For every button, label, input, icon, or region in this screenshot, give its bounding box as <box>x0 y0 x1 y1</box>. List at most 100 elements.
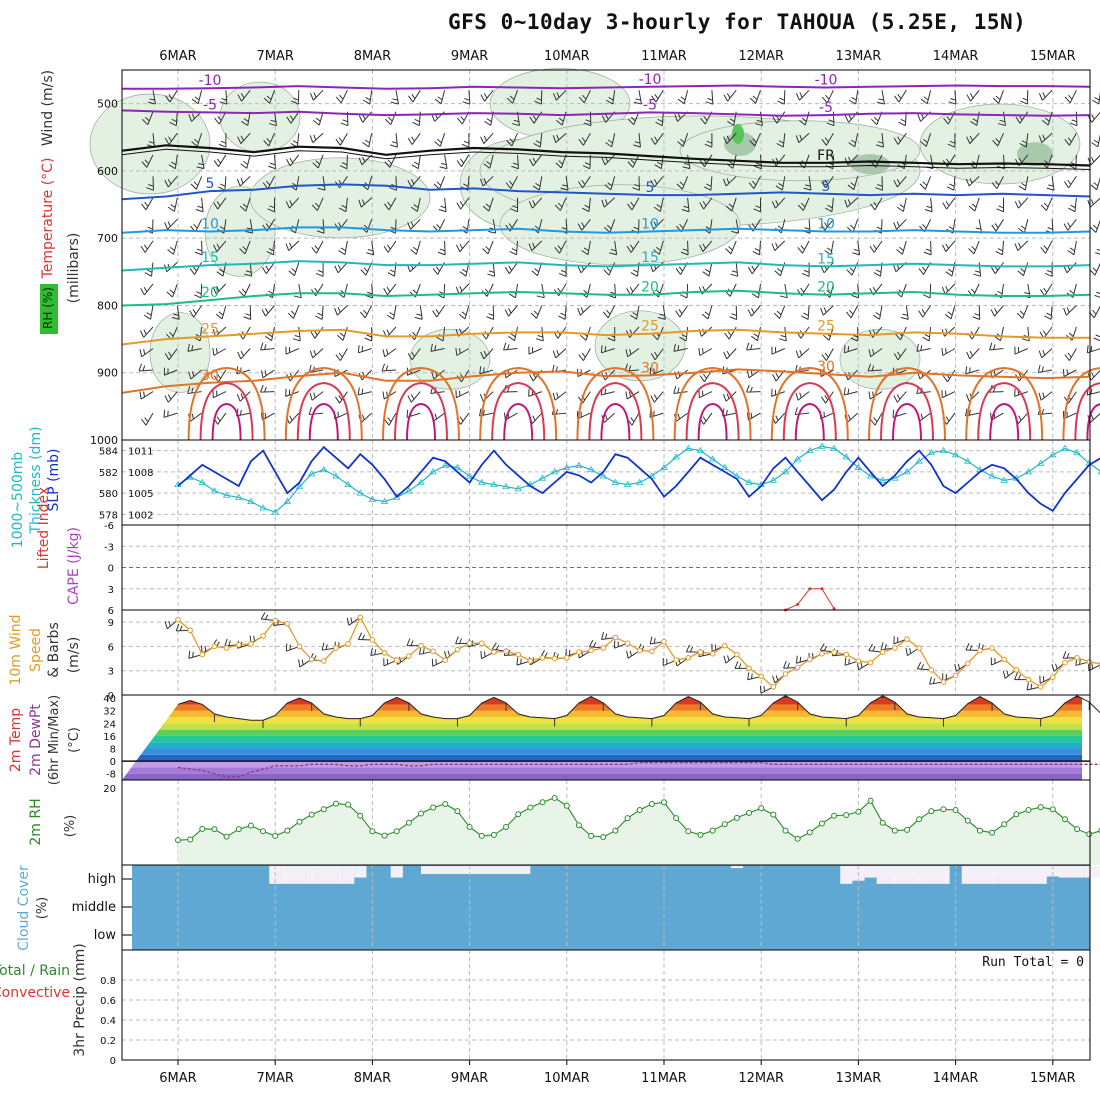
wind10m-point-74 <box>1074 654 1080 661</box>
rh2m-point-70 <box>1025 807 1032 814</box>
upper-wind-barb-140 <box>335 348 348 361</box>
wind10m-point-26 <box>491 649 497 655</box>
upper-wind-barb-91 <box>265 326 275 342</box>
thickness-marker-57 <box>866 472 875 479</box>
thickness-marker-17 <box>380 497 389 505</box>
top-date-label-2: 8MAR <box>354 49 391 64</box>
upper-wind-barb-44 <box>187 343 202 352</box>
upper-wind-barb-410 <box>747 305 761 317</box>
thickness-marker-26 <box>490 480 498 488</box>
upper-wind-barb-614 <box>1063 218 1077 231</box>
upper-wind-barb-522 <box>918 305 932 318</box>
thickness-marker-34 <box>587 465 595 473</box>
rh2m-point-9 <box>284 827 291 834</box>
upper-wind-barb-627 <box>1087 154 1100 166</box>
temp-contour-1 <box>121 109 1091 117</box>
upper-wind-barb-340 <box>650 175 664 188</box>
upper-wind-barb-493 <box>867 363 883 372</box>
upper-wind-barb-516 <box>919 176 932 190</box>
upper-wind-barb-18 <box>164 132 178 145</box>
wind10m-point-25 <box>478 640 485 646</box>
top-date-label-7: 13MAR <box>836 49 882 64</box>
upper-wind-barb-231 <box>482 240 494 255</box>
hot-contour-mid-5 <box>685 381 740 441</box>
wind10m-point-13 <box>333 645 339 651</box>
wind-ylabel-4: (m/s) <box>66 637 82 674</box>
upper-wind-barb-621 <box>1062 368 1077 378</box>
upper-wind-barb-112 <box>309 89 324 101</box>
upper-wind-barb-624 <box>1091 90 1100 105</box>
upper-wind-barb-452 <box>821 176 834 189</box>
upper-wind-barb-20 <box>164 175 178 188</box>
cloud-ylabel-2: (%) <box>35 897 50 920</box>
thickness-marker-52 <box>806 446 814 454</box>
cloud-clear-2 <box>293 866 306 884</box>
upper-wind-barb-173 <box>381 363 397 372</box>
upper-wind-barb-557 <box>965 366 980 375</box>
upper-wind-barb-234 <box>486 305 495 320</box>
cloud-clear-7 <box>354 866 367 878</box>
upper-wind-barb-15 <box>141 412 154 426</box>
upper-wind-barb-496 <box>894 89 907 103</box>
upper-wind-barb-354 <box>677 133 689 147</box>
upper-wind-barb-25 <box>166 283 178 298</box>
upper-wind-barb-321 <box>628 111 640 126</box>
wind10m-point-38 <box>636 647 643 654</box>
wind10m-barb-73 <box>1051 662 1066 672</box>
upper-wind-barb-22 <box>164 218 178 230</box>
thickness-marker-14 <box>344 480 352 488</box>
upper-wind-barb-194 <box>434 133 446 147</box>
upper-wind-barb-279 <box>554 240 567 254</box>
wind10m-point-50 <box>782 671 789 677</box>
upper-wind-barb-500 <box>893 175 907 188</box>
upper-wind-barb-232 <box>487 262 496 277</box>
upper-wind-barb-620 <box>1064 348 1077 361</box>
upper-wind-barb-316 <box>600 345 615 354</box>
upper-wind-barb-24 <box>163 262 178 273</box>
upper-wind-barb-277 <box>554 197 567 211</box>
hot-contour-outer-6 <box>770 366 849 441</box>
thickness-marker-44 <box>708 455 717 462</box>
wind10m-point-37 <box>624 640 631 646</box>
temp-tick-3: 16 <box>103 732 116 743</box>
temp-contour-label-5-2: 15 <box>817 251 835 267</box>
upper-wind-barb-130 <box>335 132 348 146</box>
upper-wind-barb-455 <box>824 240 834 256</box>
upper-wind-barb-436 <box>803 176 812 191</box>
rh2m-point-24 <box>466 824 473 831</box>
upper-wind-barb-433 <box>799 111 810 126</box>
cloud-level-1: middle <box>72 900 116 915</box>
rh2m-point-31 <box>551 794 558 801</box>
thickness-marker-8 <box>271 508 279 515</box>
upper-wind-barb-313 <box>608 283 617 299</box>
upper-wind-barb-136 <box>334 262 348 274</box>
temp-contour-label-6-0: 20 <box>201 285 219 301</box>
upper-wind-barb-222 <box>455 390 470 399</box>
rh-shade-8 <box>499 184 741 266</box>
bottom-date-label-0: 6MAR <box>159 1071 196 1086</box>
li-tick-2: 0 <box>108 564 114 575</box>
upper-wind-barb-609 <box>1069 111 1078 127</box>
upper-wind-barb-367 <box>674 412 688 422</box>
upper-wind-barb-495 <box>870 412 883 426</box>
rh2m-point-32 <box>563 802 570 809</box>
rh2m-point-51 <box>794 835 801 842</box>
hot-contour-inner-6 <box>794 402 825 441</box>
hot-contour-inner-8 <box>989 402 1020 441</box>
thickness-marker-60 <box>903 468 911 475</box>
temp-band-12 <box>122 698 1082 705</box>
temp-contour-label-7-0: 25 <box>201 321 219 337</box>
hot-contour-outer-8 <box>965 366 1044 441</box>
li-tick-3: 3 <box>108 585 114 596</box>
bottom-date-label-4: 10MAR <box>544 1071 590 1086</box>
upper-wind-barb-76 <box>237 348 251 360</box>
upper-wind-barb-630 <box>1090 219 1100 233</box>
upper-wind-barb-420 <box>775 176 786 191</box>
upper-wind-barb-38 <box>190 219 203 233</box>
upper-wind-barb-64 <box>237 89 251 102</box>
thickness-marker-43 <box>696 446 705 454</box>
cloud-clear-1 <box>281 866 294 884</box>
upper-wind-barb-361 <box>680 283 689 299</box>
top-date-label-3: 9MAR <box>451 49 488 64</box>
upper-wind-barb-293 <box>582 197 591 213</box>
